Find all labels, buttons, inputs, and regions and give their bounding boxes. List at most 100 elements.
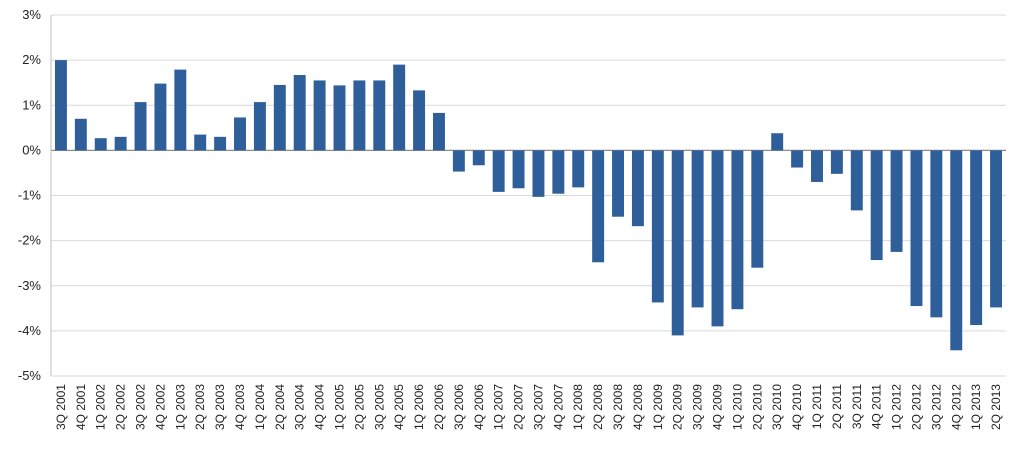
bar [393, 64, 406, 151]
x-tick-label: 3Q 2004 [293, 384, 307, 430]
x-tick-label: 3Q 2008 [611, 384, 625, 430]
bar [253, 102, 266, 151]
bar [492, 150, 505, 192]
bar [970, 150, 983, 326]
x-tick-label: 1Q 2002 [94, 384, 108, 430]
x-tick-label: 3Q 2011 [850, 384, 864, 429]
y-tick-label: -4% [18, 323, 42, 338]
bar [114, 136, 127, 151]
bar [671, 150, 684, 336]
bar [353, 80, 366, 151]
bars [54, 60, 1003, 351]
x-tick-label: 3Q 2007 [531, 384, 545, 430]
bar [950, 150, 963, 351]
x-tick-label: 3Q 2010 [770, 384, 784, 430]
x-tick-label: 2Q 2010 [750, 384, 764, 430]
x-tick-label: 1Q 2007 [492, 384, 506, 430]
y-tick-label: -2% [18, 233, 42, 248]
bar [54, 60, 67, 151]
x-tick-label: 1Q 2005 [332, 384, 346, 430]
bar [850, 150, 863, 211]
x-tick-label: 3Q 2003 [213, 384, 227, 430]
bar [612, 150, 624, 217]
x-tick-label: 4Q 2006 [472, 384, 486, 430]
y-tick-label: -1% [18, 188, 42, 203]
x-tick-label: 2Q 2005 [352, 384, 366, 430]
bar [472, 150, 485, 166]
x-tick-label: 3Q 2009 [691, 384, 705, 430]
x-tick-label: 1Q 2003 [173, 384, 187, 430]
x-tick-label: 1Q 2010 [730, 384, 744, 430]
bar [552, 150, 565, 194]
bar [373, 80, 386, 151]
bar [651, 150, 664, 303]
bar [174, 69, 187, 151]
x-tick-label: 2Q 2008 [591, 384, 605, 430]
bar [870, 150, 883, 261]
bar [532, 150, 545, 197]
x-tick-label: 2Q 2009 [671, 384, 685, 430]
bar [293, 75, 306, 151]
x-tick-label: 2Q 2004 [273, 384, 287, 430]
bar [194, 134, 207, 151]
x-tick-label: 1Q 2009 [651, 384, 665, 430]
x-tick-label: 4Q 2007 [551, 384, 565, 430]
x-tick-label: 4Q 2005 [392, 384, 406, 430]
x-tick-label: 4Q 2011 [870, 384, 884, 429]
bar [771, 133, 784, 151]
y-tick-label: 0% [22, 142, 41, 157]
bar [631, 150, 644, 227]
bar [930, 150, 943, 318]
x-tick-label: 3Q 2002 [134, 384, 148, 430]
x-tick-label: 4Q 2001 [74, 384, 88, 430]
x-axis: 3Q 2001 4Q 2001 1Q 2002 2Q 2002 3Q 2002 4Q 20… [54, 384, 1003, 430]
gridlines [51, 14, 1006, 377]
y-tick-label: -5% [18, 368, 42, 383]
x-tick-label: 3Q 2012 [929, 384, 943, 430]
y-tick-label: -3% [18, 278, 42, 293]
x-tick-label: 2Q 2006 [432, 384, 446, 430]
x-tick-label: 2Q 2012 [909, 384, 923, 430]
x-tick-label: 2Q 2007 [512, 384, 526, 430]
bar [154, 83, 167, 151]
x-tick-label: 1Q 2012 [890, 384, 904, 430]
x-tick-label: 4Q 2004 [313, 384, 327, 430]
bar [990, 150, 1003, 308]
x-tick-label: 4Q 2010 [790, 384, 804, 430]
bar [512, 150, 525, 189]
x-tick-label: 2Q 2011 [830, 384, 844, 429]
x-tick-label: 1Q 2013 [969, 384, 983, 430]
bar [74, 118, 87, 151]
bar [711, 150, 724, 327]
x-tick-label: 3Q 2005 [372, 384, 386, 430]
x-tick-label: 2Q 2002 [114, 384, 128, 430]
bar [433, 112, 445, 151]
bar [413, 90, 426, 151]
bar [333, 85, 346, 151]
bar [830, 150, 843, 174]
x-tick-label: 1Q 2004 [253, 384, 267, 430]
x-tick-label: 1Q 2008 [571, 384, 585, 430]
bar [791, 150, 804, 168]
x-tick-label: 4Q 2009 [711, 384, 725, 430]
x-tick-label: 4Q 2002 [153, 384, 167, 430]
x-tick-label: 3Q 2001 [54, 384, 68, 430]
bar [94, 138, 107, 151]
x-tick-label: 1Q 2006 [412, 384, 426, 430]
y-tick-label: 3% [22, 7, 41, 22]
bar [910, 150, 923, 307]
y-tick-label: 1% [22, 97, 41, 112]
bar [592, 150, 605, 263]
y-tick-label: 2% [22, 52, 41, 67]
bar [452, 150, 465, 172]
y-axis: 3% 2% 1% 0% -1% -2% -3% -4% -5% [18, 7, 52, 383]
x-tick-label: 4Q 2003 [233, 384, 247, 430]
bar [234, 117, 246, 151]
x-tick-label: 1Q 2011 [810, 384, 824, 429]
bar [731, 150, 744, 310]
bar [214, 136, 227, 151]
x-tick-label: 4Q 2012 [949, 384, 963, 430]
bar [691, 150, 704, 308]
bar [811, 150, 823, 182]
